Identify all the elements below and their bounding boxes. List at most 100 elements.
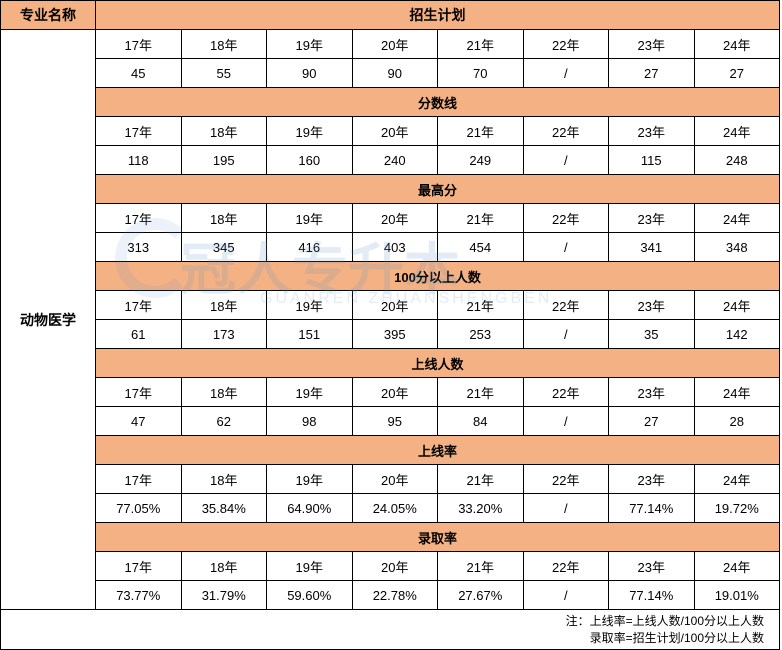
year-cell: 22年 [523, 465, 609, 494]
year-cell: 17年 [96, 552, 182, 581]
online-count-value: 95 [352, 407, 438, 436]
online-rate-value: 24.05% [352, 494, 438, 523]
year-cell: 21年 [438, 117, 524, 146]
admit-rate-value: 19.01% [694, 581, 780, 610]
over-100-value: 253 [438, 320, 524, 349]
year-cell: 21年 [438, 552, 524, 581]
year-cell: 22年 [523, 378, 609, 407]
year-cell: 18年 [181, 117, 267, 146]
year-cell: 22年 [523, 117, 609, 146]
admit-rate-value: 31.79% [181, 581, 267, 610]
over-100-value: 61 [96, 320, 182, 349]
year-cell: 19年 [267, 465, 353, 494]
online-count-value: 84 [438, 407, 524, 436]
over-100-value: 35 [609, 320, 695, 349]
year-cell: 21年 [438, 465, 524, 494]
admit-rate-value: / [523, 581, 609, 610]
year-cell: 20年 [352, 204, 438, 233]
plan-value: 27 [609, 59, 695, 88]
online-rate-value: 33.20% [438, 494, 524, 523]
header-major-label: 专业名称 [1, 1, 96, 30]
year-cell: 17年 [96, 378, 182, 407]
year-cell: 24年 [694, 378, 780, 407]
section-max-score-header: 最高分 [96, 175, 780, 204]
year-cell: 19年 [267, 552, 353, 581]
admit-rate-value: 22.78% [352, 581, 438, 610]
year-cell: 24年 [694, 291, 780, 320]
year-cell: 24年 [694, 552, 780, 581]
plan-value: 90 [352, 59, 438, 88]
plan-value: 90 [267, 59, 353, 88]
year-cell: 18年 [181, 30, 267, 59]
year-cell: 22年 [523, 552, 609, 581]
year-cell: 23年 [609, 204, 695, 233]
section-admit-rate-header: 录取率 [96, 523, 780, 552]
online-count-value: 47 [96, 407, 182, 436]
year-cell: 24年 [694, 465, 780, 494]
year-cell: 23年 [609, 465, 695, 494]
year-cell: 23年 [609, 378, 695, 407]
online-rate-value: 77.05% [96, 494, 182, 523]
year-cell: 20年 [352, 117, 438, 146]
year-cell: 23年 [609, 117, 695, 146]
online-count-value: 27 [609, 407, 695, 436]
section-score-line-header: 分数线 [96, 88, 780, 117]
year-cell: 23年 [609, 291, 695, 320]
year-cell: 17年 [96, 465, 182, 494]
year-cell: 20年 [352, 465, 438, 494]
over-100-value: 395 [352, 320, 438, 349]
section-online-count-header: 上线人数 [96, 349, 780, 378]
year-cell: 22年 [523, 30, 609, 59]
max-score-value: 345 [181, 233, 267, 262]
footnote-line1: 注：上线率=上线人数/100分以上人数 [566, 614, 764, 628]
year-cell: 22年 [523, 204, 609, 233]
year-cell: 17年 [96, 30, 182, 59]
year-cell: 21年 [438, 204, 524, 233]
plan-value: / [523, 59, 609, 88]
year-cell: 20年 [352, 552, 438, 581]
score-line-value: 118 [96, 146, 182, 175]
year-cell: 19年 [267, 30, 353, 59]
header-plan-label: 招生计划 [96, 1, 780, 30]
score-line-value: 195 [181, 146, 267, 175]
year-cell: 18年 [181, 552, 267, 581]
online-rate-value: 77.14% [609, 494, 695, 523]
admit-rate-value: 77.14% [609, 581, 695, 610]
year-cell: 22年 [523, 291, 609, 320]
score-line-value: 160 [267, 146, 353, 175]
year-cell: 18年 [181, 378, 267, 407]
year-cell: 24年 [694, 204, 780, 233]
year-cell: 19年 [267, 378, 353, 407]
year-cell: 19年 [267, 204, 353, 233]
max-score-value: 454 [438, 233, 524, 262]
plan-value: 55 [181, 59, 267, 88]
online-count-value: / [523, 407, 609, 436]
section-over-100-header: 100分以上人数 [96, 262, 780, 291]
year-cell: 21年 [438, 291, 524, 320]
max-score-value: 348 [694, 233, 780, 262]
online-count-value: 62 [181, 407, 267, 436]
year-cell: 21年 [438, 30, 524, 59]
online-rate-value: 19.72% [694, 494, 780, 523]
year-cell: 20年 [352, 291, 438, 320]
year-cell: 17年 [96, 204, 182, 233]
admit-rate-value: 73.77% [96, 581, 182, 610]
major-name-cell: 动物医学 [1, 30, 96, 610]
year-cell: 24年 [694, 30, 780, 59]
score-line-value: 249 [438, 146, 524, 175]
online-rate-value: 64.90% [267, 494, 353, 523]
online-rate-value: 35.84% [181, 494, 267, 523]
over-100-value: 142 [694, 320, 780, 349]
online-rate-value: / [523, 494, 609, 523]
year-cell: 18年 [181, 204, 267, 233]
year-cell: 20年 [352, 378, 438, 407]
admit-rate-value: 27.67% [438, 581, 524, 610]
max-score-value: / [523, 233, 609, 262]
year-cell: 23年 [609, 552, 695, 581]
year-cell: 23年 [609, 30, 695, 59]
score-line-value: 248 [694, 146, 780, 175]
year-cell: 18年 [181, 291, 267, 320]
section-online-rate-header: 上线率 [96, 436, 780, 465]
year-cell: 17年 [96, 291, 182, 320]
year-cell: 24年 [694, 117, 780, 146]
